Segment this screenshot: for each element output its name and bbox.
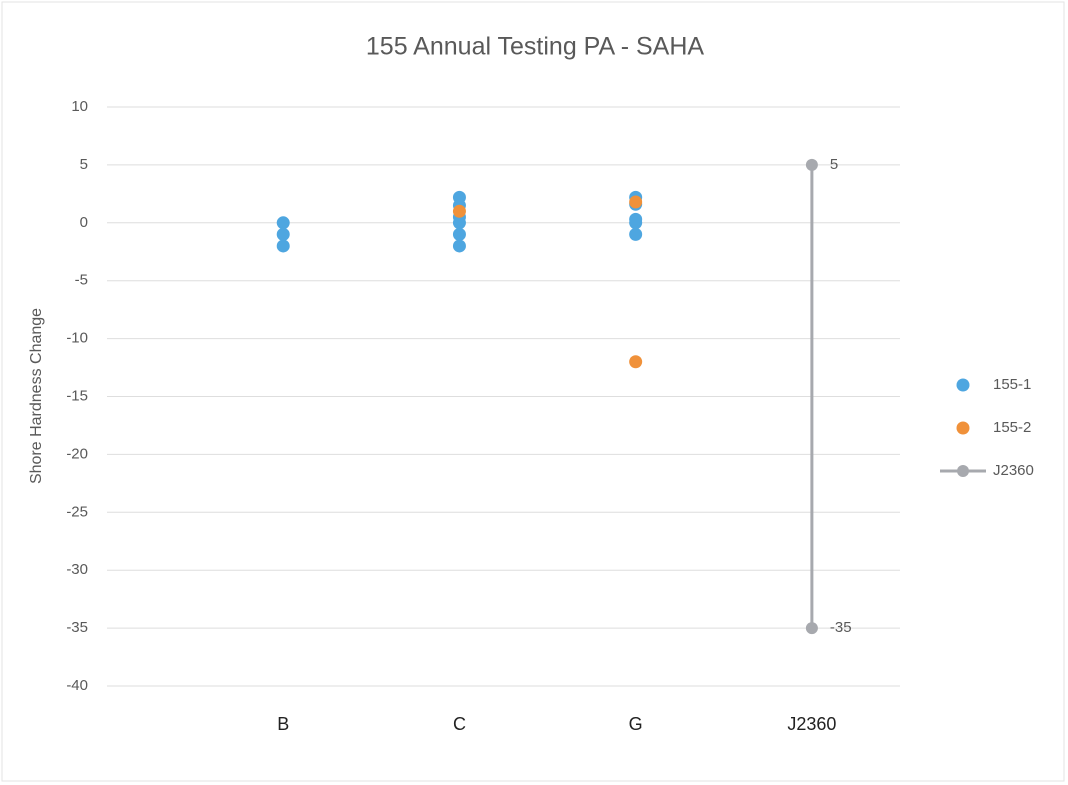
x-tick-label: J2360: [787, 714, 836, 734]
legend-marker: [956, 421, 970, 435]
point: [276, 216, 290, 230]
point: [629, 195, 643, 209]
legend-marker: [957, 465, 969, 477]
legend-label: 155-1: [993, 376, 1031, 393]
y-tick-label: 10: [71, 98, 88, 115]
y-tick-label: -40: [66, 677, 88, 694]
y-tick-label: -30: [66, 561, 88, 578]
point: [452, 239, 466, 253]
point: [629, 355, 643, 369]
point: [452, 216, 466, 230]
y-tick-label: -35: [66, 619, 88, 636]
y-tick-label: 5: [80, 156, 88, 173]
point: [805, 622, 818, 635]
x-tick-label: G: [629, 714, 643, 734]
y-tick-label: -25: [66, 503, 88, 520]
y-tick-label: 0: [80, 214, 88, 231]
point: [452, 227, 466, 241]
chart-title: 155 Annual Testing PA - SAHA: [366, 33, 705, 61]
y-tick-label: -10: [66, 330, 88, 347]
x-tick-label: B: [277, 714, 289, 734]
point: [629, 227, 643, 241]
point: [276, 239, 290, 253]
point: [805, 158, 818, 171]
point: [629, 216, 643, 230]
y-tick-label: -20: [66, 445, 88, 462]
x-tick-label: C: [453, 714, 466, 734]
point: [452, 204, 466, 218]
legend-label: 155-2: [993, 419, 1031, 436]
y-axis-title: Shore Hardness Change: [28, 308, 45, 484]
data-label: -35: [830, 619, 852, 636]
point: [276, 227, 290, 241]
legend-label: J2360: [993, 462, 1034, 479]
data-label: 5: [830, 156, 838, 173]
y-tick-label: -15: [66, 387, 88, 404]
y-tick-label: -5: [75, 272, 88, 289]
legend-marker: [956, 378, 970, 392]
